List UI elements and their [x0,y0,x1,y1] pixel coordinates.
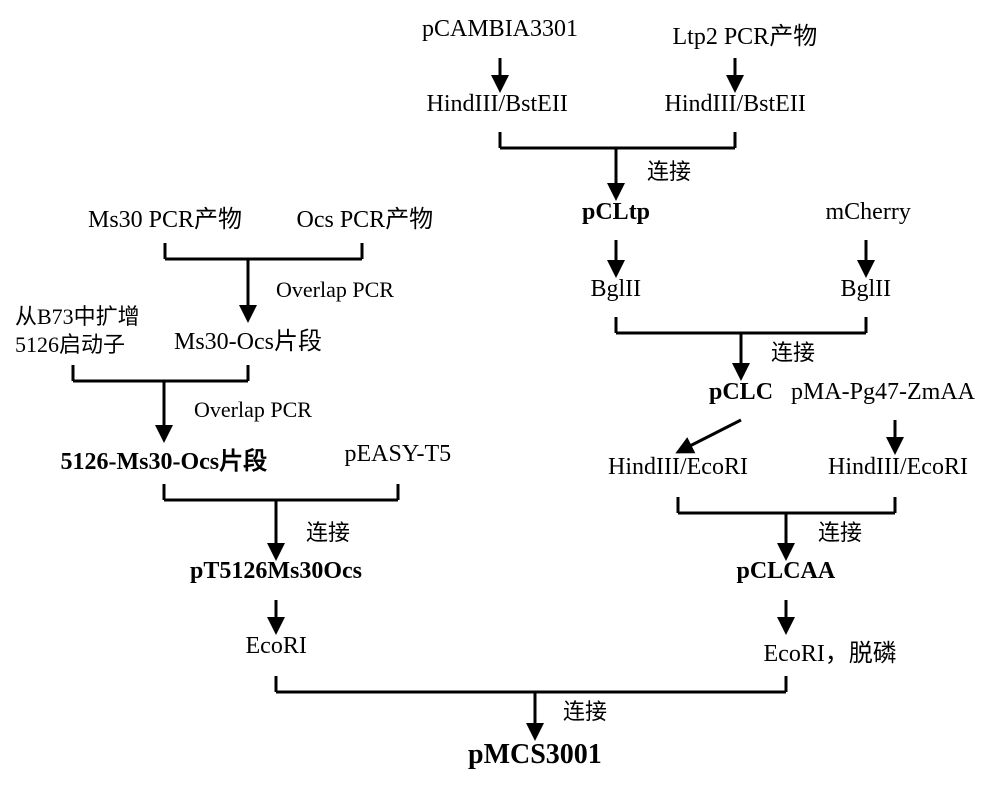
node-n_lianjie3: 连接 [818,515,862,547]
node-n_lianjie2: 连接 [771,335,815,367]
node-n_hind3_r: HindIII/EcoRI [828,454,968,481]
node-n_mcherry: mCherry [826,199,911,226]
node-n_ecori_r: EcoRI，脱磷 [764,633,897,668]
node-n_pmcs: pMCS3001 [468,739,602,771]
node-n_pt5126: pT5126Ms30Ocs [190,558,362,585]
node-n_overlap2: Overlap PCR [194,397,312,423]
node-n_pclc: pCLC [709,379,773,406]
node-n_overlap1: Overlap PCR [276,277,394,303]
node-n_bglii_l: BglII [591,276,642,303]
node-n_lianjie4: 连接 [306,515,350,547]
node-n_ocspcr: Ocs PCR产物 [297,199,434,234]
node-n_ltp2: Ltp2 PCR产物 [673,16,818,51]
node-n_b73_l2: 5126启动子 [15,327,125,359]
node-n_bglii_r: BglII [841,276,892,303]
node-n_hind_l: HindIII/BstEII [427,91,568,118]
node-n_peasy: pEASY-T5 [345,441,452,468]
node-n_pma: pMA-Pg47-ZmAA [791,379,975,406]
node-n_pcltp: pCLtp [582,199,650,226]
node-n_pcambia: pCAMBIA3301 [422,16,578,43]
node-n_ecori_l: EcoRI [246,633,307,660]
node-n_ms30ocs: Ms30-Ocs片段 [174,321,322,356]
node-n_lianjie5: 连接 [563,694,607,726]
node-n_5126frag: 5126-Ms30-Ocs片段 [61,441,268,476]
node-n_lianjie1: 连接 [647,154,691,186]
node-n_pclcaa: pCLCAA [737,558,836,585]
node-n_hind_r: HindIII/BstEII [665,91,806,118]
node-n_ms30pcr: Ms30 PCR产物 [88,199,242,234]
node-n_hind3_l: HindIII/EcoRI [608,454,748,481]
